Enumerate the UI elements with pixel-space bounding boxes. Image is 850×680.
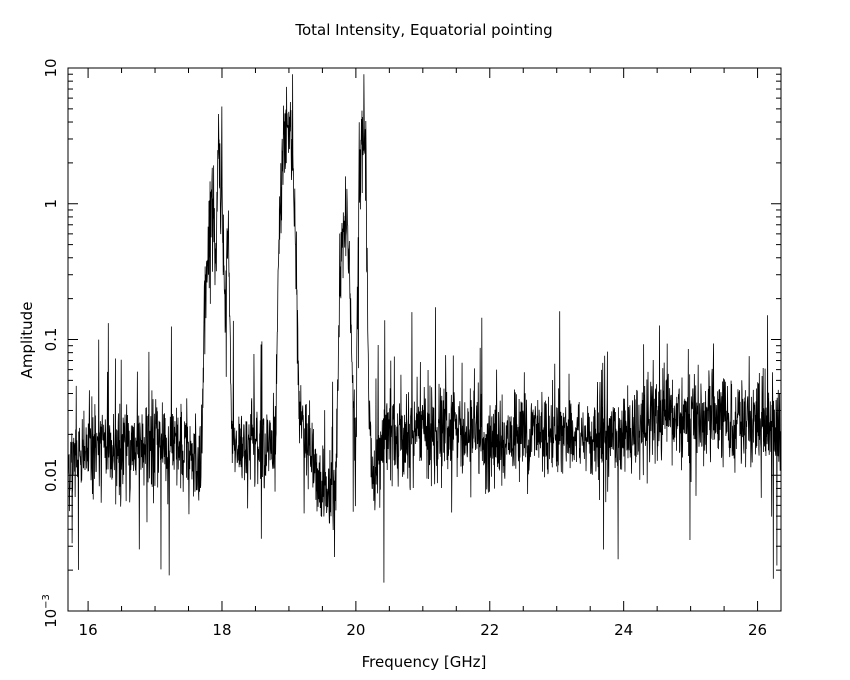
series-line-0 bbox=[67, 74, 782, 583]
y-tick-label: 0.01 bbox=[42, 459, 60, 492]
y-axis-label: Amplitude bbox=[18, 302, 36, 379]
plot-frame bbox=[67, 67, 782, 612]
y-tick-label: 0.1 bbox=[42, 328, 60, 352]
chart-title: Total Intensity, Equatorial pointing bbox=[294, 21, 552, 39]
tick-labels: 16 18 20 22 24 26 10−3 0.01 0.1 1 10 bbox=[41, 58, 767, 639]
x-tick-label: 26 bbox=[748, 621, 767, 639]
x-tick-label: 20 bbox=[346, 621, 365, 639]
series-layer bbox=[67, 74, 782, 583]
svg-text:0.1: 0.1 bbox=[42, 328, 60, 352]
svg-text:0.01: 0.01 bbox=[42, 459, 60, 492]
y-tick-label: 10 bbox=[42, 58, 60, 77]
x-tick-label: 24 bbox=[614, 621, 633, 639]
y-tick-label: 1 bbox=[42, 199, 60, 209]
x-axis-label: Frequency [GHz] bbox=[362, 653, 487, 671]
svg-text:10−3: 10−3 bbox=[41, 594, 60, 628]
svg-text:10: 10 bbox=[42, 58, 60, 77]
ticks-layer bbox=[68, 67, 781, 612]
svg-text:1: 1 bbox=[42, 199, 60, 209]
x-tick-label: 22 bbox=[480, 621, 499, 639]
x-tick-label: 16 bbox=[79, 621, 98, 639]
y-tick-label: 10−3 bbox=[41, 594, 60, 628]
x-tick-label: 18 bbox=[212, 621, 231, 639]
